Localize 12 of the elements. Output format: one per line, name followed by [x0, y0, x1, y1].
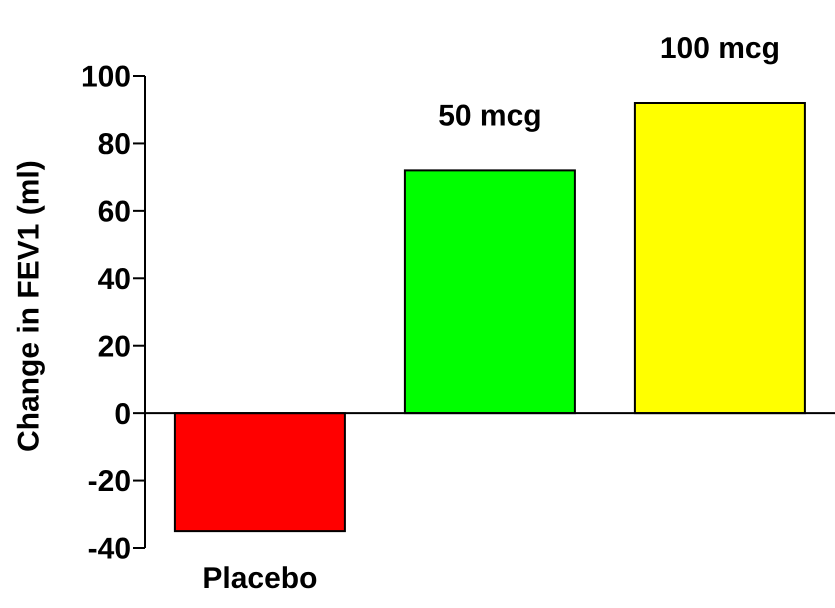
x-tick-label: Placebo: [202, 562, 318, 595]
y-axis-title: Change in FEV1 (ml): [12, 160, 46, 452]
y-tick-label: 20: [98, 330, 131, 364]
x-tick-label: 50 mcg: [438, 99, 542, 132]
y-tick-label: 80: [98, 128, 131, 162]
y-tick-label: -40: [88, 532, 131, 566]
y-tick-label: 100: [80, 60, 131, 94]
y-tick-label: 60: [98, 196, 131, 229]
x-tick-label: 100 mcg: [660, 32, 780, 65]
y-tick-label: -20: [88, 465, 131, 498]
y-tick-label: 0: [114, 398, 131, 431]
y-tick-label: 40: [98, 262, 131, 296]
